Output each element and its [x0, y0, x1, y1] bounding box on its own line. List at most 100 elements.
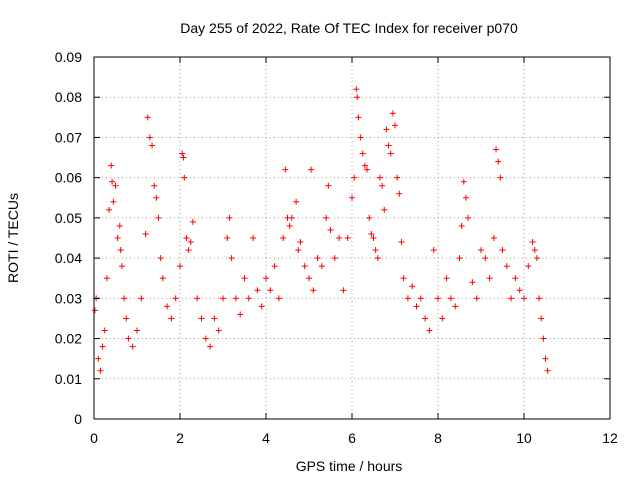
- data-point: [157, 255, 164, 262]
- data-point: [372, 247, 379, 254]
- chart-title: Day 255 of 2022, Rate Of TEC Index for r…: [180, 20, 518, 36]
- data-point: [142, 230, 149, 237]
- data-point: [99, 343, 106, 350]
- data-point: [383, 126, 390, 133]
- data-point: [180, 154, 187, 161]
- data-point: [354, 94, 361, 101]
- data-point: [301, 263, 308, 270]
- data-point: [134, 327, 140, 334]
- data-point: [325, 182, 332, 189]
- data-point: [538, 315, 545, 322]
- data-point: [97, 367, 104, 374]
- data-point: [189, 218, 196, 225]
- data-point: [177, 263, 183, 270]
- x-tick-label: 8: [434, 430, 442, 446]
- data-point: [181, 174, 188, 181]
- data-point: [295, 247, 302, 254]
- data-point: [357, 134, 364, 141]
- data-point: [435, 295, 441, 302]
- data-point: [493, 146, 500, 153]
- data-point: [473, 295, 480, 302]
- data-point: [340, 287, 347, 294]
- data-point: [288, 214, 295, 221]
- data-point: [394, 174, 401, 181]
- data-point: [353, 86, 360, 93]
- data-point: [101, 327, 108, 334]
- data-point: [381, 206, 388, 213]
- data-point: [392, 122, 398, 129]
- data-point: [540, 335, 547, 342]
- data-point: [359, 150, 366, 157]
- data-point: [187, 239, 194, 246]
- data-point: [138, 295, 145, 302]
- x-tick-label: 4: [262, 430, 270, 446]
- data-point: [531, 247, 538, 254]
- data-point: [516, 287, 523, 294]
- data-point: [146, 134, 153, 141]
- data-point: [275, 295, 282, 302]
- data-point: [263, 275, 269, 282]
- data-point: [529, 239, 536, 246]
- data-point: [458, 222, 465, 229]
- data-point: [118, 263, 125, 270]
- data-point: [297, 239, 304, 246]
- data-point: [241, 275, 248, 282]
- data-point: [417, 295, 424, 302]
- data-point: [123, 315, 130, 322]
- data-point: [327, 226, 334, 233]
- data-point: [478, 247, 484, 254]
- data-point: [376, 174, 383, 181]
- data-point: [508, 295, 515, 302]
- data-point: [308, 166, 315, 173]
- data-point: [149, 142, 156, 149]
- data-point: [404, 295, 411, 302]
- data-point: [525, 263, 532, 270]
- data-point: [226, 214, 233, 221]
- data-point: [355, 114, 362, 121]
- data-point: [121, 295, 128, 302]
- data-point: [422, 315, 429, 322]
- data-point: [368, 230, 375, 237]
- data-point: [344, 235, 351, 241]
- data-point: [164, 303, 171, 310]
- data-point: [151, 182, 158, 189]
- data-point: [232, 295, 239, 302]
- data-point: [336, 235, 343, 241]
- data-point: [228, 255, 235, 262]
- data-point: [95, 355, 102, 362]
- y-tick-label: 0.01: [55, 371, 82, 387]
- data-point: [396, 190, 403, 197]
- data-point: [499, 247, 506, 254]
- data-point: [245, 295, 252, 302]
- data-point: [258, 303, 265, 310]
- data-point: [366, 214, 373, 221]
- data-point: [159, 275, 166, 282]
- data-point: [282, 166, 289, 173]
- data-point: [447, 295, 454, 302]
- data-point: [361, 162, 368, 169]
- data-point: [409, 283, 416, 290]
- data-point: [91, 307, 98, 314]
- x-tick-label: 12: [602, 430, 618, 446]
- data-point: [430, 247, 437, 254]
- data-point: [183, 235, 190, 241]
- x-tick-label: 2: [176, 430, 184, 446]
- data-points: [91, 86, 551, 374]
- data-point: [250, 235, 257, 241]
- data-point: [452, 303, 459, 310]
- data-point: [370, 235, 377, 241]
- data-point: [544, 367, 551, 374]
- data-point: [103, 275, 110, 282]
- data-point: [207, 343, 214, 350]
- y-axis-label: ROTI / TECUs: [5, 193, 21, 283]
- data-point: [179, 150, 186, 157]
- data-point: [237, 311, 244, 318]
- data-point: [271, 263, 278, 270]
- data-point: [224, 235, 231, 241]
- data-point: [413, 303, 420, 310]
- data-point: [318, 263, 325, 270]
- data-point: [155, 214, 162, 221]
- data-point: [108, 162, 115, 169]
- data-point: [215, 327, 222, 334]
